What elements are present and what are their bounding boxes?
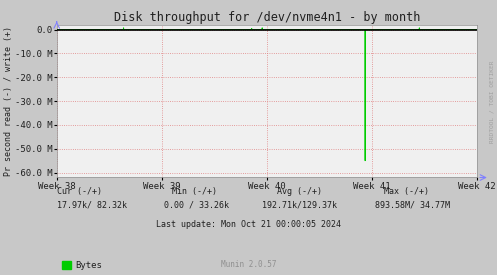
Text: 17.97k/ 82.32k: 17.97k/ 82.32k (57, 201, 127, 210)
Y-axis label: Pr second read (-) / write (+): Pr second read (-) / write (+) (3, 26, 12, 176)
Title: Disk throughput for /dev/nvme4n1 - by month: Disk throughput for /dev/nvme4n1 - by mo… (114, 10, 420, 24)
Text: Last update: Mon Oct 21 00:00:05 2024: Last update: Mon Oct 21 00:00:05 2024 (156, 220, 341, 229)
Text: Munin 2.0.57: Munin 2.0.57 (221, 260, 276, 269)
Text: 192.71k/129.37k: 192.71k/129.37k (262, 201, 337, 210)
Text: Max (-/+): Max (-/+) (384, 187, 429, 196)
Text: RRDTOOL / TOBI OETIKER: RRDTOOL / TOBI OETIKER (490, 60, 495, 143)
Text: 0.00 / 33.26k: 0.00 / 33.26k (164, 201, 229, 210)
Text: Cur (-/+): Cur (-/+) (57, 187, 102, 196)
Text: 893.58M/ 34.77M: 893.58M/ 34.77M (375, 201, 450, 210)
Text: Avg (-/+): Avg (-/+) (277, 187, 323, 196)
Legend: Bytes: Bytes (62, 261, 102, 270)
Text: Min (-/+): Min (-/+) (172, 187, 218, 196)
